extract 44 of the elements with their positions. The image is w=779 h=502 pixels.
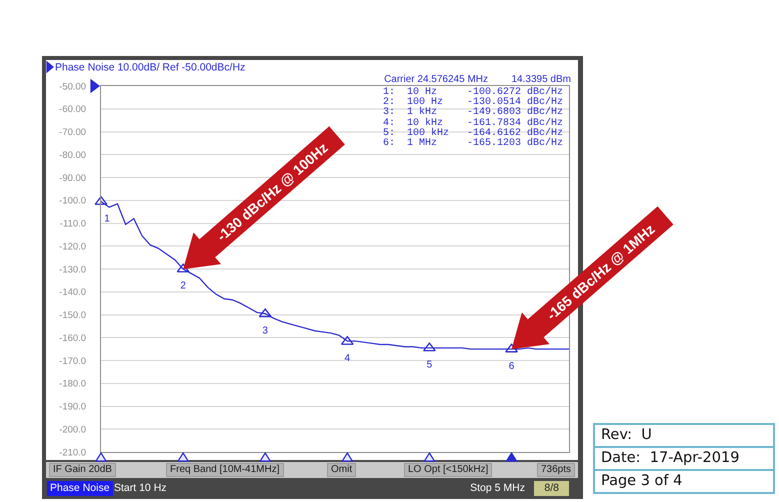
y-tick-label: -110.0 — [60, 218, 86, 230]
text: Omit — [327, 463, 356, 477]
annotation: 2 — [180, 280, 186, 292]
y-tick-label: -160.0 — [59, 332, 86, 344]
text: LO Opt [<150kHz] — [404, 463, 492, 477]
y-tick-label: -180.0 — [59, 378, 86, 390]
y-tick-label: -90.00 — [59, 172, 86, 184]
y-tick-label: -120.0 — [59, 241, 86, 252]
text: Start 10 Hz — [113, 481, 168, 496]
point — [258, 308, 272, 318]
annotation: 6: 1 MHz -165.1203 dBc/Hz — [383, 138, 564, 149]
annotation: 3: 1 kHz -149.6803 dBc/Hz — [383, 107, 564, 118]
y-tick-label: -50.00 — [59, 81, 86, 92]
annotation: 5 — [426, 360, 433, 371]
y-tick-label: -210.0 — [59, 447, 86, 458]
y-tick-label: -150.0 — [59, 310, 86, 322]
y-tick-label: -130.0 — [59, 264, 86, 276]
annotation: 3 — [262, 326, 268, 337]
annotation: 1 — [104, 213, 110, 224]
text: 14.3395 dBm — [512, 74, 571, 85]
text: Page 3 of 4 — [593, 469, 775, 494]
text: Date: 17-Apr-2019 — [593, 446, 775, 471]
y-tick-label: -70.00 — [59, 127, 86, 138]
y-tick-label: -60.00 — [59, 104, 86, 116]
text: Carrier 24.576245 MHz — [384, 74, 488, 85]
y-tick-label: -80.00 — [59, 150, 86, 161]
text: Rev: U — [593, 423, 775, 448]
y-tick-label: -100.0 — [59, 196, 86, 207]
text: IF Gain 20dB — [49, 463, 116, 477]
text: Freq Band [10M-41MHz] — [166, 463, 284, 477]
text: Stop 5 MHz — [469, 481, 526, 496]
text: Phase Noise — [47, 481, 113, 496]
y-tick-label: -140.0 — [59, 287, 86, 298]
annotation: 4 — [344, 353, 351, 364]
text: 736pts — [536, 463, 575, 477]
y-tick-label: -190.0 — [59, 402, 86, 413]
annotation: 6 — [508, 360, 515, 372]
y-tick-label: -200.0 — [59, 424, 86, 436]
annotation: 5: 100 kHz -164.6162 dBc/Hz — [383, 128, 564, 139]
annotation: 1: 10 Hz -100.6272 dBc/Hz — [383, 87, 564, 98]
y-tick-label: -170.0 — [59, 356, 86, 367]
chart-title: Phase Noise 10.00dB/ Ref -50.00dBc/Hz — [55, 62, 246, 74]
text: 8/8 — [534, 481, 569, 496]
annotation: 4: 10 kHz -161.7834 dBc/Hz — [383, 118, 564, 129]
